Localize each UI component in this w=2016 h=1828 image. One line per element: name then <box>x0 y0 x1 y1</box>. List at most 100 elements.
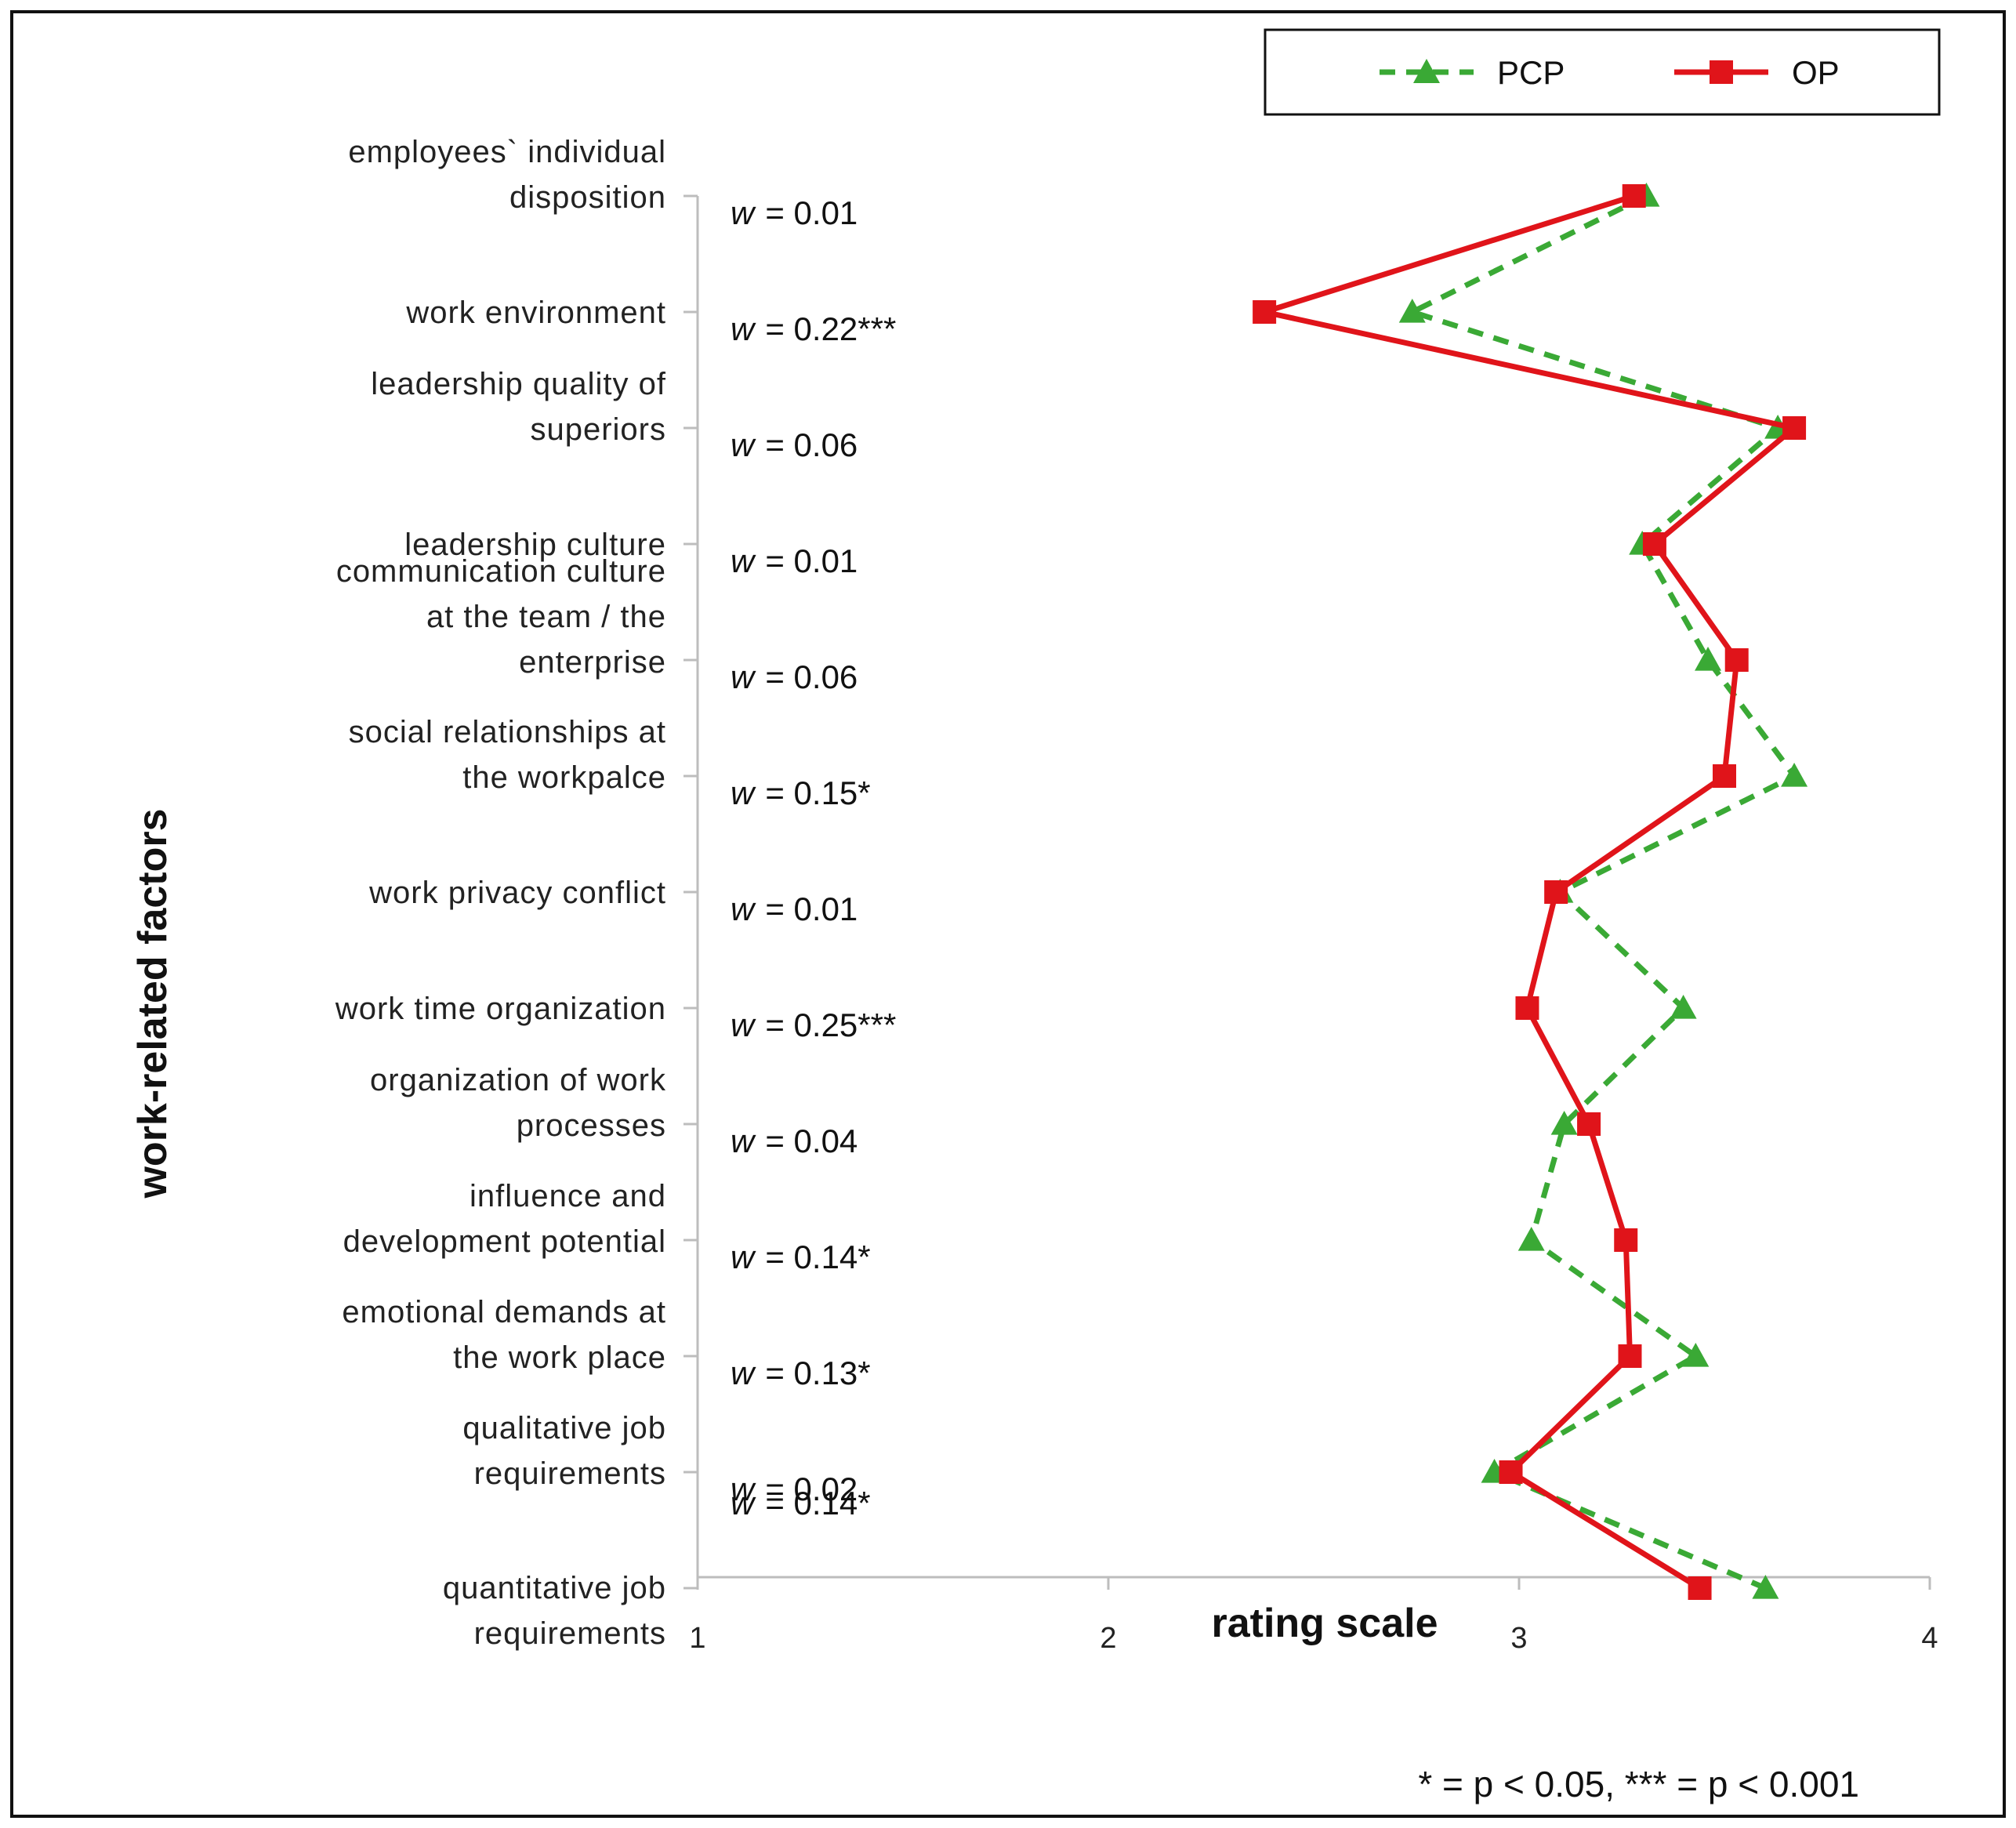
category-label-line: the work place <box>453 1340 666 1375</box>
legend-marker-op <box>1710 60 1733 84</box>
x-tick-label: 4 <box>1921 1622 1938 1655</box>
point-marker-pcp <box>1517 1227 1545 1251</box>
w-symbol: w <box>731 774 756 811</box>
w-symbol: w <box>731 890 756 927</box>
category-label-line: emotional demands at <box>342 1295 666 1329</box>
w-value: = 0.01 <box>765 194 858 231</box>
w-stat-label: w = 0.25*** <box>731 1006 896 1043</box>
w-stat-label: w = 0.22*** <box>731 310 896 347</box>
w-value: = 0.06 <box>765 426 858 463</box>
x-tick-label: 1 <box>689 1622 705 1655</box>
category-label-line: at the team / the <box>426 600 666 634</box>
category-label-line: social relationships at <box>349 715 666 749</box>
legend-marker-pcp <box>1413 59 1440 83</box>
point-marker-op <box>1499 1460 1523 1484</box>
w-stat-label: w = 0.14* <box>731 1239 871 1275</box>
x-tick-label: 2 <box>1100 1622 1116 1655</box>
category-label: work privacy conflict <box>368 876 666 910</box>
legend-label-pcp: PCP <box>1497 54 1565 91</box>
x-axis-title: rating scale <box>1211 1601 1438 1646</box>
w-stat-label: w = 0.15* <box>731 774 871 811</box>
w-symbol: w <box>731 426 756 463</box>
point-marker-pcp <box>1781 763 1808 787</box>
w-symbol: w <box>731 1355 756 1391</box>
significance-footnote: * = p < 0.05, *** = p < 0.001 <box>1418 1764 1859 1804</box>
legend-label-op: OP <box>1792 54 1840 91</box>
w-stat-label: w = 0.06 <box>731 426 858 463</box>
category-label-line: employees` individual <box>348 135 666 169</box>
category-label-line: leadership quality of <box>371 367 666 401</box>
point-marker-op <box>1544 880 1568 904</box>
w-symbol: w <box>731 658 756 695</box>
point-marker-op <box>1713 764 1736 788</box>
category-label: communication culture at the team / the en… <box>336 554 666 680</box>
w-stat-label: w = 0.13* <box>731 1355 871 1391</box>
category-label-line: disposition <box>509 180 666 215</box>
w-value: = 0.01 <box>765 890 858 927</box>
w-symbol: w <box>731 1485 756 1522</box>
legend: PCP OP <box>1264 28 1941 116</box>
w-value: = 0.14* <box>765 1485 870 1522</box>
w-stat-label: w = 0.04 <box>731 1123 858 1159</box>
point-marker-op <box>1724 648 1749 672</box>
category-label: organization of work processes <box>370 1063 666 1143</box>
category-label-line: requirements <box>474 1616 666 1651</box>
w-stat-label: w = 0.02 <box>731 1471 858 1507</box>
category-label: emotional demands at the work place <box>342 1295 666 1375</box>
point-marker-op <box>1253 300 1277 324</box>
category-label-line: communication culture <box>336 554 666 589</box>
w-statistics: w = 0.01w = 0.22***w = 0.06w = 0.01w = 0.06w =… <box>731 194 896 1522</box>
category-label: qualitative job requirements <box>462 1411 666 1491</box>
y-axis-labels: employees` individual disposition work env… <box>335 135 666 1651</box>
category-label: leadership quality of superiors <box>371 367 666 447</box>
w-symbol: w <box>731 1471 756 1507</box>
outer-frame <box>10 10 2006 1818</box>
w-stat-label: w = 0.01 <box>731 890 858 927</box>
category-label-line: the workpalce <box>462 760 666 795</box>
w-symbol: w <box>731 194 756 231</box>
w-symbol: w <box>731 1006 756 1043</box>
category-label-line: quantitative job <box>443 1571 666 1605</box>
category-label: influence and development potential <box>343 1179 666 1259</box>
category-label-line: qualitative job <box>462 1411 666 1445</box>
w-value: = 0.01 <box>765 542 858 579</box>
w-symbol: w <box>731 542 756 579</box>
w-value: = 0.22*** <box>765 310 896 347</box>
legend-box <box>1264 28 1941 116</box>
w-symbol: w <box>731 310 756 347</box>
point-marker-pcp <box>1398 299 1426 323</box>
w-stat-label: w = 0.01 <box>731 194 858 231</box>
point-marker-op <box>1622 184 1646 208</box>
category-label: leadership culture <box>404 528 666 562</box>
series-group <box>1253 183 1808 1600</box>
w-symbol: w <box>731 1123 756 1159</box>
point-marker-op <box>1515 996 1539 1020</box>
point-marker-op <box>1577 1112 1601 1136</box>
w-stat-label: w = 0.06 <box>731 658 858 695</box>
point-marker-op <box>1614 1228 1638 1252</box>
category-label-line: work time organization <box>335 992 666 1026</box>
category-label: employees` individual disposition <box>348 135 666 215</box>
w-value: = 0.25*** <box>765 1006 896 1043</box>
category-label-line: work environment <box>405 296 666 330</box>
w-value: = 0.02 <box>765 1471 858 1507</box>
category-label-line: enterprise <box>519 645 666 680</box>
point-marker-pcp <box>1550 1111 1578 1135</box>
point-marker-pcp <box>1695 647 1722 671</box>
w-value: = 0.14* <box>765 1239 870 1275</box>
w-value: = 0.04 <box>765 1123 858 1159</box>
point-marker-pcp <box>1682 1343 1710 1367</box>
w-value: = 0.13* <box>765 1355 870 1391</box>
category-label-line: processes <box>517 1108 666 1143</box>
category-label-line: leadership culture <box>404 528 666 562</box>
point-marker-pcp <box>1670 995 1697 1019</box>
w-symbol: w <box>731 1239 756 1275</box>
point-marker-op <box>1782 416 1807 440</box>
point-marker-pcp <box>1752 1575 1779 1599</box>
point-marker-op <box>1618 1344 1642 1368</box>
point-marker-op <box>1688 1576 1712 1600</box>
category-label-line: organization of work <box>370 1063 666 1097</box>
category-label-line: development potential <box>343 1224 666 1259</box>
category-label-line: requirements <box>474 1456 666 1491</box>
